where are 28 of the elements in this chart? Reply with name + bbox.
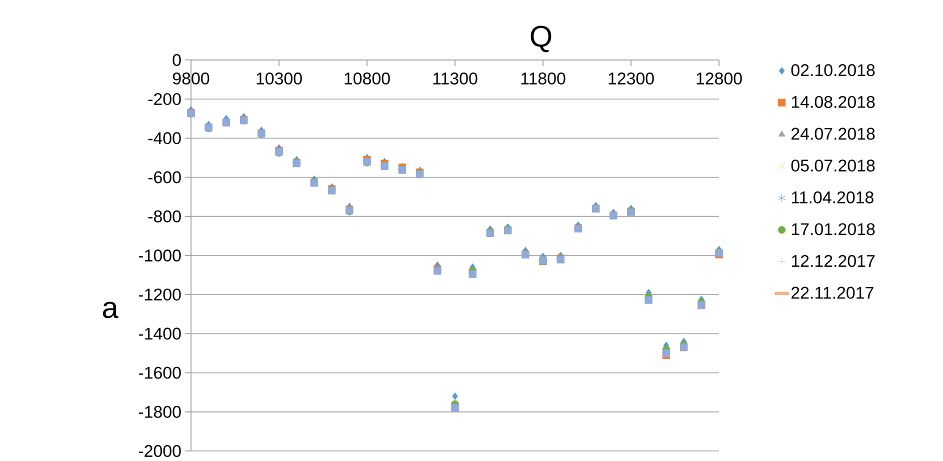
x-tick-label: 9800 <box>172 72 210 85</box>
legend-label: 05.07.2018 <box>791 160 875 172</box>
legend-label: 12.12.2017 <box>792 255 875 267</box>
chart-title: Q <box>530 26 552 52</box>
y-tick-label: -1800 <box>138 406 181 418</box>
x-tick-label: 10300 <box>256 72 302 85</box>
x-tick-label: 12300 <box>608 72 654 85</box>
y-tick-label: -400 <box>148 132 181 144</box>
y-tick-label: -1600 <box>138 366 181 379</box>
legend-label: 24.07.2018 <box>792 128 875 140</box>
y-tick-label: -600 <box>148 171 181 184</box>
legend-label: 22.11.2017 <box>792 286 874 299</box>
legend-label: 02.10.2018 <box>791 64 875 76</box>
y-tick-label: -200 <box>148 93 181 106</box>
x-tick-label: 12800 <box>696 72 742 85</box>
legend-label: 14.08.2018 <box>792 96 875 108</box>
y-tick-label: -1200 <box>138 288 181 301</box>
y-tick-label: -1000 <box>138 249 181 262</box>
y-tick-label: -1400 <box>138 328 181 340</box>
x-tick-label: 11300 <box>433 72 478 85</box>
y-tick-label: -2000 <box>138 444 181 457</box>
y-axis-title: a <box>102 302 118 318</box>
legend-label: 17.01.2018 <box>792 223 875 236</box>
x-tick-label: 10800 <box>344 72 390 85</box>
y-tick-label: -800 <box>148 210 181 222</box>
y-tick-label: 0 <box>172 54 181 66</box>
legend-label: 11.04.2018 <box>792 191 874 204</box>
x-tick-label: 11800 <box>521 72 566 85</box>
